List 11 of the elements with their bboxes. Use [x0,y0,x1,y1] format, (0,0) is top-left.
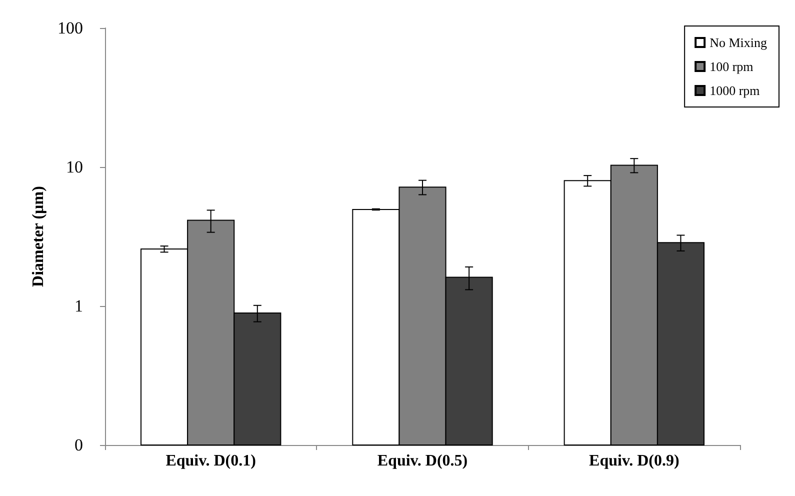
y-axis-title: Diameter (µm) [30,186,48,287]
y-tick-label: 1 [74,296,83,316]
legend-label: No Mixing [710,35,768,50]
x-tick-label: Equiv. D(0.5) [377,452,468,470]
legend-label: 100 rpm [710,59,754,74]
y-tick-label: 10 [66,158,83,176]
y-tick-label: 100 [58,18,83,38]
x-tick-label: Equiv. D(0.9) [589,452,680,470]
legend-label: 1000 rpm [710,83,760,98]
y-tick-label: 0 [74,436,83,454]
x-tick-label: Equiv. D(0.1) [166,452,256,470]
